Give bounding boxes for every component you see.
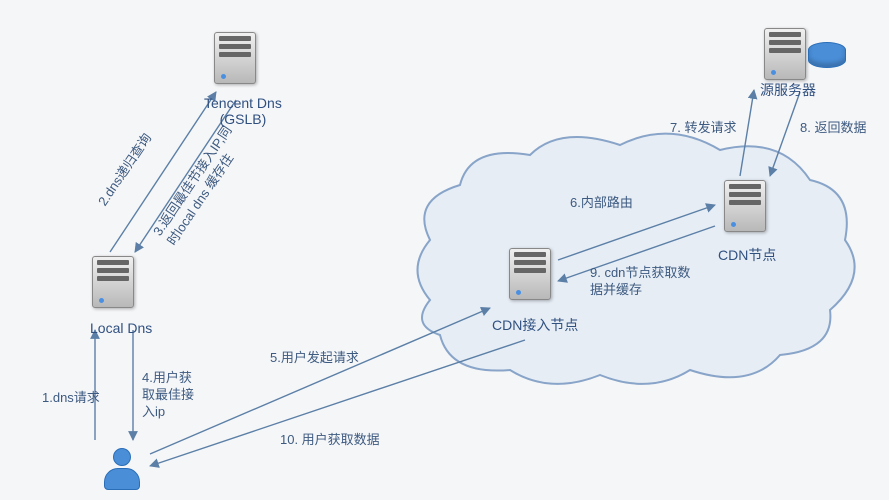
tencent-dns-server-icon [210, 32, 260, 92]
edge-label-e4: 4.用户获 取最佳接 入ip [142, 370, 194, 421]
cdn-node-server-icon [720, 180, 770, 240]
edge-label-e7: 7. 转发请求 [670, 120, 736, 137]
origin-disk-icon [808, 42, 846, 68]
edge-label-e10: 10. 用户获取数据 [280, 432, 380, 449]
local-dns-server-icon [88, 256, 138, 316]
tencent-dns-label: Tencent Dns (GSLB) [204, 95, 282, 127]
edge-label-e1: 1.dns请求 [42, 390, 100, 407]
cdn-entry-server-icon [505, 248, 555, 308]
origin-server-icon [760, 28, 810, 88]
local-dns-label: Local Dns [90, 320, 152, 336]
user-icon [100, 448, 144, 492]
origin-label: 源服务器 [760, 80, 816, 100]
edge-label-e6: 6.内部路由 [570, 195, 633, 212]
cdn-entry-label: CDN接入节点 [492, 315, 578, 335]
cloud-shape [418, 134, 855, 384]
edge-label-e8: 8. 返回数据 [800, 120, 866, 137]
edge-label-e5: 5.用户发起请求 [270, 350, 359, 367]
edge-label-e9: 9. cdn节点获取数 据并缓存 [590, 265, 690, 299]
cdn-node-label: CDN节点 [718, 245, 776, 265]
